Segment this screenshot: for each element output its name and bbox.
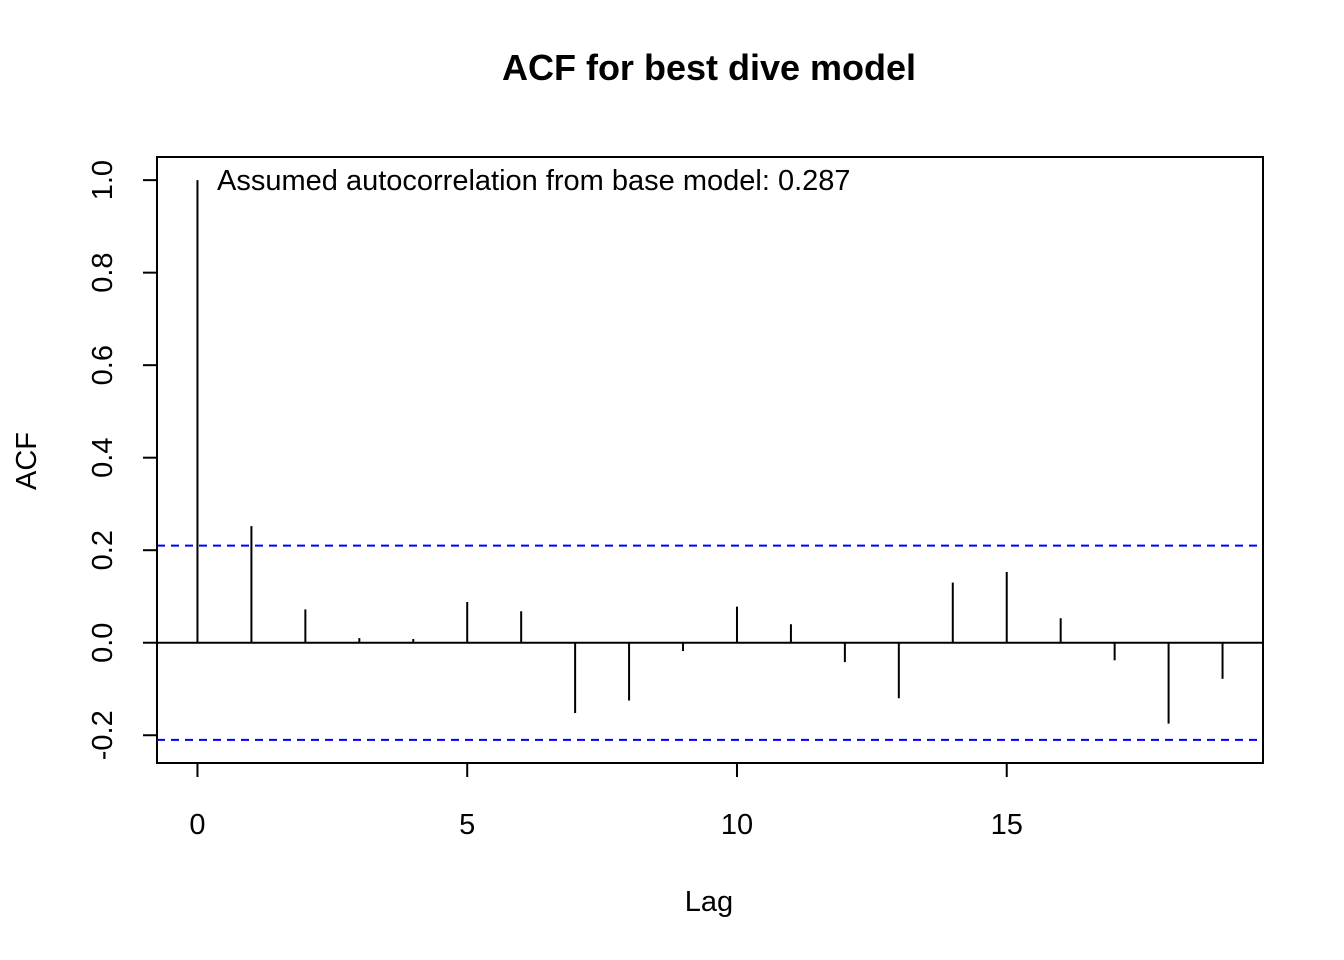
- y-tick-label-0.2: 0.2: [87, 530, 119, 570]
- y-tick-label-0.8: 0.8: [87, 252, 119, 292]
- x-tick-label-15: 15: [991, 809, 1023, 841]
- y-tick-label-0.4: 0.4: [87, 438, 119, 478]
- y-axis: -0.2 0.0 0.2 0.4 0.6 0.8 1.0: [87, 160, 158, 760]
- x-tick-label-0: 0: [189, 809, 205, 841]
- confidence-bounds: [157, 544, 1263, 741]
- chart-title: ACF for best dive model: [502, 47, 916, 88]
- y-tick-label-0.6: 0.6: [87, 345, 119, 385]
- y-tick-label--0.2: -0.2: [87, 710, 119, 760]
- autocorrelation-annotation: Assumed autocorrelation from base model:…: [217, 165, 851, 197]
- acf-spikes: [196, 180, 1224, 724]
- y-axis-label: ACF: [11, 432, 43, 490]
- x-axis-label: Lag: [685, 886, 733, 918]
- x-tick-label-5: 5: [459, 809, 475, 841]
- x-axis: 0 5 10 15: [189, 762, 1023, 841]
- x-tick-label-10: 10: [721, 809, 753, 841]
- y-tick-label-0.0: 0.0: [87, 623, 119, 663]
- plot-frame: [156, 156, 1264, 764]
- y-tick-label-1.0: 1.0: [87, 160, 119, 200]
